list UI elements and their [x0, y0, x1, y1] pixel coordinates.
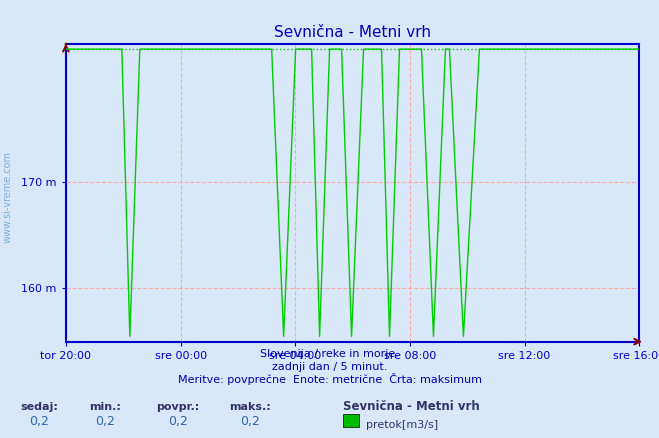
Text: Sevnična - Metni vrh: Sevnična - Metni vrh	[343, 399, 480, 413]
Text: 0,2: 0,2	[241, 415, 260, 428]
Text: maks.:: maks.:	[229, 402, 272, 412]
Text: 0,2: 0,2	[168, 415, 188, 428]
Text: pretok[m3/s]: pretok[m3/s]	[366, 420, 438, 430]
Text: min.:: min.:	[90, 402, 121, 412]
Title: Sevnična - Metni vrh: Sevnična - Metni vrh	[274, 25, 431, 40]
Text: sedaj:: sedaj:	[20, 402, 59, 412]
Text: 0,2: 0,2	[96, 415, 115, 428]
Text: Slovenija / reke in morje.: Slovenija / reke in morje.	[260, 349, 399, 359]
Text: zadnji dan / 5 minut.: zadnji dan / 5 minut.	[272, 362, 387, 372]
Text: 0,2: 0,2	[30, 415, 49, 428]
Text: www.si-vreme.com: www.si-vreme.com	[3, 151, 13, 243]
Text: Meritve: povprečne  Enote: metrične  Črta: maksimum: Meritve: povprečne Enote: metrične Črta:…	[177, 373, 482, 385]
Text: povpr.:: povpr.:	[156, 402, 200, 412]
